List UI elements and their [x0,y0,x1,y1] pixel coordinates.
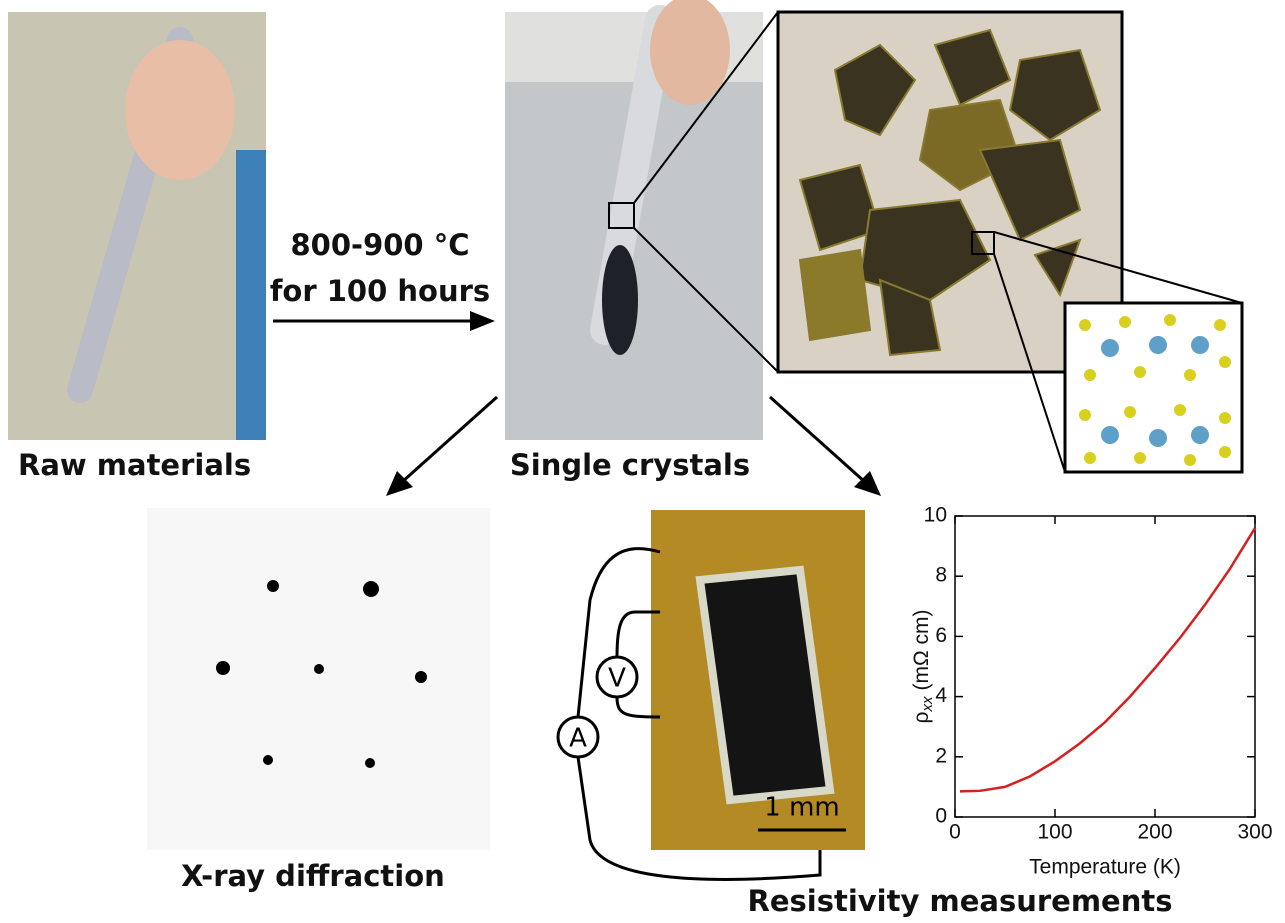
x-tick-label: 200 [1137,821,1172,844]
y-label-unit: (mΩ cm) [910,610,933,691]
caption: Single crystals [510,448,750,482]
ammeter-label: A [569,724,587,754]
x-tick-label: 300 [1237,821,1272,844]
y-tick-label: 4 [935,684,947,707]
condition-text: 800-900 °C [291,228,470,262]
chart: 0 100 200 300 0 2 4 6 8 10 Temperature (K) ρxx (mΩ c… [910,504,1273,879]
caption: Resistivity measurements [748,884,1173,918]
condition-text: for 100 hours [270,274,490,308]
y-tick-label: 10 [924,504,947,527]
x-tick-label: 100 [1037,821,1072,844]
xrd-image [147,508,490,850]
scale-label: 1 mm [764,793,839,823]
figure-canvas: 800-900 °C for 100 hours Raw materials S… [0,0,1285,923]
data-line [960,528,1255,791]
arrow [770,397,865,482]
voltmeter-label: V [608,664,626,694]
y-label-subscript: xx [919,696,936,713]
y-label-symbol: ρ [910,711,933,723]
figure: 800-900 °C for 100 hours Raw materials S… [0,0,1285,923]
x-axis-label: Temperature (K) [1029,856,1181,879]
caption: X-ray diffraction [181,859,445,893]
photo-detail [236,150,266,440]
caption: Raw materials [18,448,251,482]
hand [125,40,235,180]
y-tick-label: 2 [935,744,947,767]
plot-frame [955,516,1255,817]
x-tick-label: 0 [949,821,961,844]
crystal-lump [602,245,638,355]
y-tick-label: 8 [935,564,947,587]
y-tick-label: 0 [935,805,947,828]
arrowhead [470,311,495,331]
y-axis-label: ρxx (mΩ cm) [910,610,936,724]
y-tick-label: 6 [935,624,947,647]
arrow [402,397,497,482]
hand [650,0,730,105]
